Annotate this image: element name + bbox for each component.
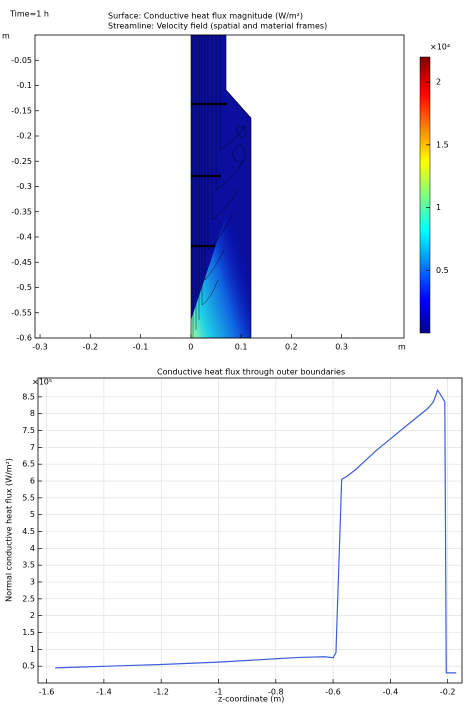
- y-tick-label: 3: [30, 578, 35, 587]
- y-tick-label: 7: [30, 443, 35, 452]
- colorbar: [419, 56, 431, 334]
- y-tick-label: 5: [30, 510, 35, 519]
- x-tick-label: -1: [214, 688, 222, 697]
- y-axis-label: Normal conductive heat flux (W/m²): [5, 458, 14, 602]
- x-tick-label: -0.3: [32, 343, 48, 352]
- x-tick-label: 0.3: [335, 343, 348, 352]
- chart-title: Surface: Conductive heat flux magnitude …: [108, 12, 303, 21]
- streamlines: [191, 35, 247, 338]
- y-tick-label: 7.5: [22, 426, 35, 435]
- colorbar-tick-label: 1.5: [436, 140, 449, 149]
- x-unit: m: [398, 343, 406, 352]
- plot-frame: [37, 377, 463, 684]
- y-tick-label: 2: [30, 611, 35, 620]
- y-tick-label: -0.25: [11, 157, 32, 166]
- y-tick-label: -0.05: [11, 56, 32, 65]
- y-tick-label: 0.5: [22, 662, 35, 671]
- x-tick-label: 0.2: [285, 343, 298, 352]
- y-tick-label: 8.5: [22, 392, 35, 401]
- y-tick-label: -0.4: [16, 233, 32, 242]
- y-tick-label: -0.15: [11, 106, 32, 115]
- y-multiplier: ×10⁵: [32, 378, 52, 387]
- x-tick-label: -1.6: [39, 688, 55, 697]
- chart-subtitle: Streamline: Velocity field (spatial and …: [108, 22, 327, 31]
- y-unit: m: [2, 32, 10, 41]
- x-tick-label: -1.2: [153, 688, 169, 697]
- colorbar-tick-label: 1: [436, 203, 441, 212]
- y-tick-label: 8: [30, 409, 35, 418]
- domain: [190, 34, 252, 339]
- y-tick-label: 1: [30, 645, 35, 654]
- y-tick-label: -0.35: [11, 207, 32, 216]
- x-tick-label: -0.8: [268, 688, 284, 697]
- y-tick-label: 4.5: [22, 527, 35, 536]
- data-line: [55, 388, 457, 674]
- x-tick-label: -0.4: [383, 688, 399, 697]
- y-tick-label: 5.5: [22, 493, 35, 502]
- y-tick-label: 1.5: [22, 628, 35, 637]
- x-tick-label: -0.1: [133, 343, 149, 352]
- x-axis-label: z-coordinate (m): [218, 695, 284, 704]
- y-tick-label: -0.1: [16, 81, 32, 90]
- y-tick-label: -0.6: [16, 334, 32, 343]
- y-tick-label: -0.45: [11, 258, 32, 267]
- x-tick-label: -0.2: [440, 688, 456, 697]
- y-tick-label: 6: [30, 477, 35, 486]
- y-tick-label: 3.5: [22, 561, 35, 570]
- x-tick-label: 0: [188, 343, 193, 352]
- y-tick-label: -0.5: [16, 283, 32, 292]
- y-tick-label: -0.55: [11, 308, 32, 317]
- y-tick-label: 2.5: [22, 594, 35, 603]
- x-tick-label: 0.1: [235, 343, 248, 352]
- colorbar-tick-label: 2: [436, 78, 441, 87]
- x-tick-label: -0.6: [325, 688, 341, 697]
- y-tick-label: 4: [30, 544, 35, 553]
- y-tick-label: 6.5: [22, 460, 35, 469]
- colorbar-tick-label: 0.5: [436, 266, 449, 275]
- chart-title: Conductive heat flux through outer bound…: [157, 368, 345, 377]
- x-tick-label: -1.4: [96, 688, 112, 697]
- y-tick-label: -0.3: [16, 182, 32, 191]
- x-tick-label: -0.2: [82, 343, 98, 352]
- colorbar-label: ×10⁴: [430, 43, 450, 52]
- time-label: Time=1 h: [9, 10, 49, 19]
- y-tick-label: -0.2: [16, 132, 32, 141]
